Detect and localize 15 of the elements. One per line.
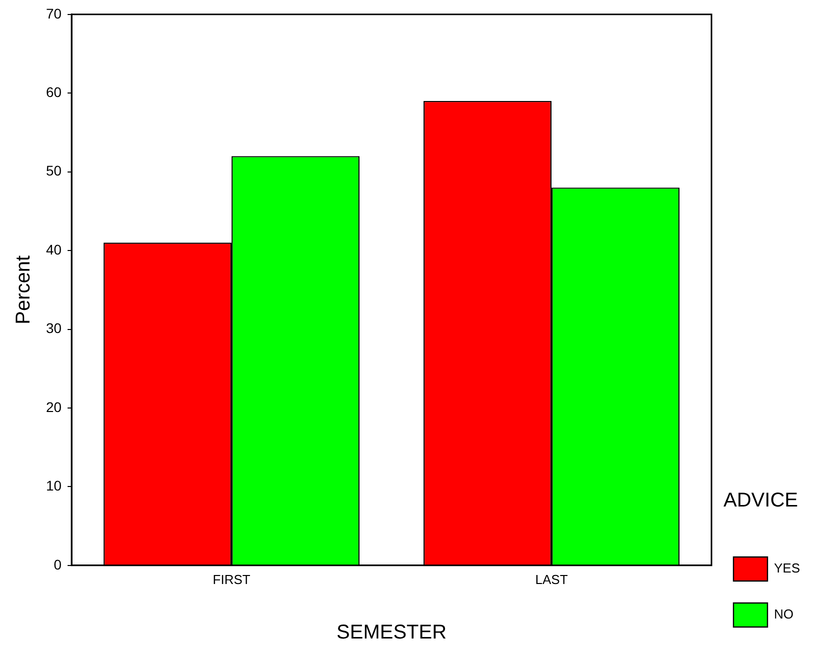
x-tick-label: FIRST xyxy=(212,572,250,587)
y-tick-label: 50 xyxy=(46,162,62,179)
y-tick-label: 0 xyxy=(54,556,62,572)
y-tick-label: 60 xyxy=(46,84,62,100)
legend-label: YES xyxy=(774,560,800,576)
y-axis-title: Percent xyxy=(12,255,35,324)
x-axis-title: SEMESTER xyxy=(336,622,447,644)
x-tick-label: LAST xyxy=(535,572,568,587)
y-tick-label: 20 xyxy=(46,398,62,415)
legend-title: ADVICE xyxy=(724,490,798,512)
y-tick-label: 40 xyxy=(46,241,62,258)
y-tick-label: 30 xyxy=(46,320,62,336)
y-tick-label: 10 xyxy=(46,478,62,494)
y-tick-label: 70 xyxy=(46,5,62,22)
legend-label: NO xyxy=(774,606,794,622)
